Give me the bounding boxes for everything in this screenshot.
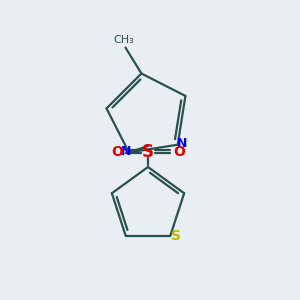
- Text: S: S: [142, 143, 154, 161]
- Text: N: N: [121, 145, 131, 158]
- Text: S: S: [171, 229, 181, 243]
- Text: O: O: [111, 145, 123, 159]
- Text: CH₃: CH₃: [113, 34, 134, 44]
- Text: N: N: [176, 137, 187, 150]
- Text: O: O: [173, 145, 185, 159]
